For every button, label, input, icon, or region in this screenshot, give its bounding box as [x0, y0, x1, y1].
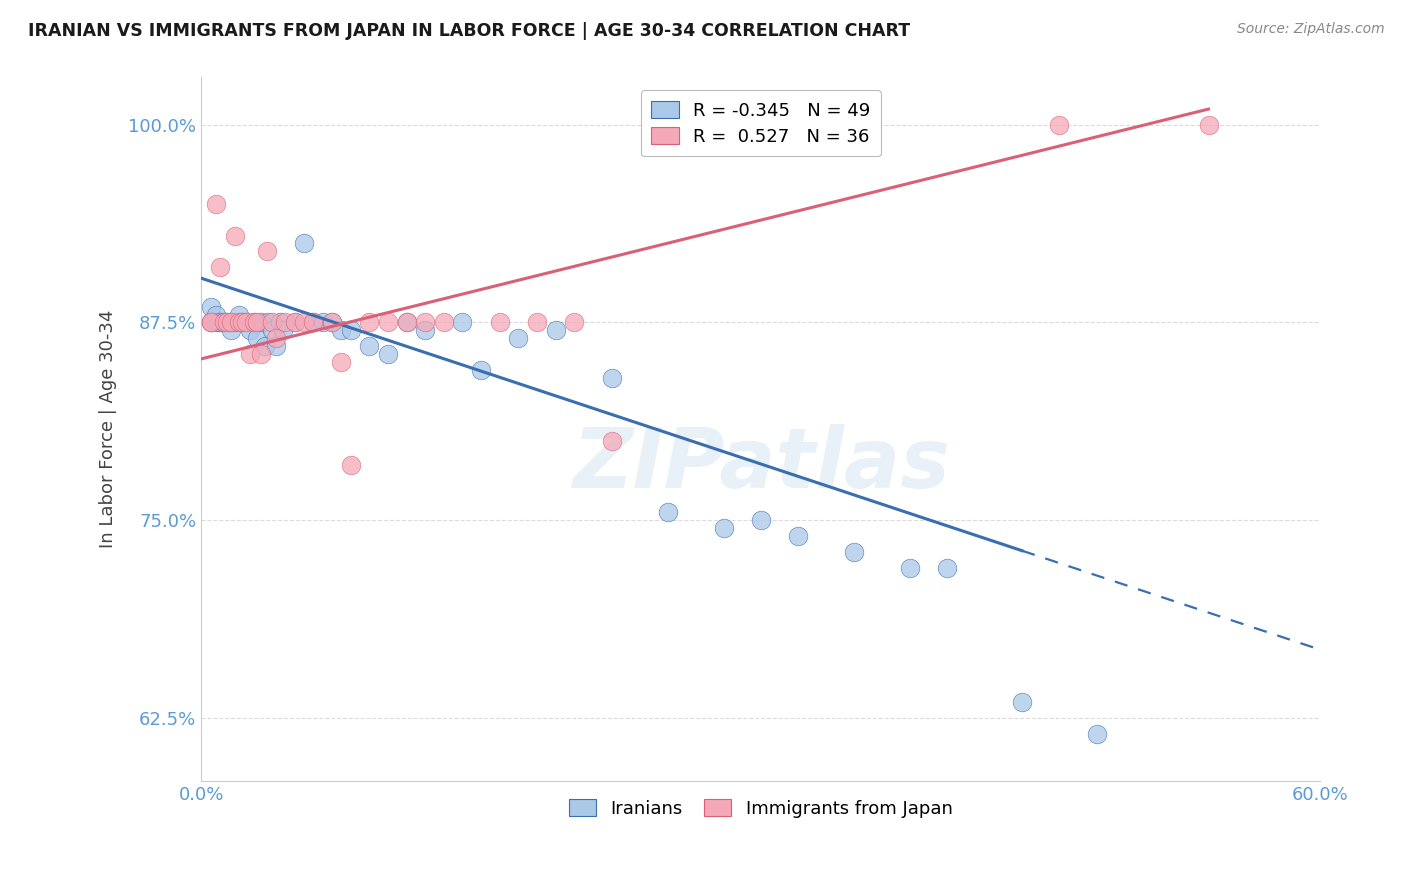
Point: [302, 316, 325, 330]
Point: [205, 308, 228, 322]
Point: [311, 316, 333, 330]
Point: [600, 434, 623, 448]
Point: [217, 316, 239, 330]
Point: [433, 316, 456, 330]
Point: [200, 316, 222, 330]
Point: [262, 323, 284, 337]
Point: [787, 529, 810, 543]
Point: [208, 316, 231, 330]
Point: [377, 316, 399, 330]
Point: [330, 355, 353, 369]
Point: [205, 197, 228, 211]
Point: [600, 371, 623, 385]
Point: [292, 236, 315, 251]
Text: IRANIAN VS IMMIGRANTS FROM JAPAN IN LABOR FORCE | AGE 30-34 CORRELATION CHART: IRANIAN VS IMMIGRANTS FROM JAPAN IN LABO…: [28, 22, 910, 40]
Point: [413, 323, 436, 337]
Point: [228, 308, 250, 322]
Point: [526, 316, 548, 330]
Point: [253, 339, 276, 353]
Legend: Iranians, Immigrants from Japan: Iranians, Immigrants from Japan: [562, 791, 960, 825]
Point: [321, 316, 343, 330]
Point: [544, 323, 567, 337]
Point: [273, 323, 295, 337]
Point: [657, 505, 679, 519]
Point: [264, 339, 287, 353]
Point: [242, 316, 264, 330]
Point: [256, 244, 278, 259]
Point: [239, 323, 262, 337]
Point: [302, 316, 325, 330]
Point: [219, 323, 242, 337]
Point: [257, 316, 280, 330]
Point: [224, 228, 246, 243]
Point: [246, 331, 269, 345]
Point: [250, 316, 273, 330]
Point: [359, 316, 381, 330]
Text: ZIPatlas: ZIPatlas: [572, 424, 950, 505]
Point: [321, 316, 343, 330]
Point: [413, 316, 436, 330]
Point: [1011, 695, 1033, 709]
Point: [284, 316, 307, 330]
Point: [1198, 118, 1220, 132]
Point: [470, 363, 492, 377]
Point: [235, 316, 257, 330]
Point: [231, 316, 253, 330]
Point: [1047, 118, 1070, 132]
Point: [284, 316, 307, 330]
Point: [217, 316, 239, 330]
Point: [208, 316, 231, 330]
Point: [508, 331, 530, 345]
Point: [936, 560, 959, 574]
Point: [200, 300, 222, 314]
Point: [219, 316, 242, 330]
Point: [200, 316, 222, 330]
Point: [339, 458, 361, 472]
Point: [451, 316, 474, 330]
Point: [242, 316, 264, 330]
Point: [488, 316, 510, 330]
Point: [212, 316, 235, 330]
Point: [231, 316, 253, 330]
Point: [359, 339, 381, 353]
Point: [239, 347, 262, 361]
Point: [219, 316, 242, 330]
Point: [564, 316, 586, 330]
Point: [898, 560, 921, 574]
Point: [274, 316, 297, 330]
Point: [377, 347, 399, 361]
Point: [395, 316, 418, 330]
Point: [208, 260, 231, 275]
Point: [330, 323, 353, 337]
Point: [224, 316, 246, 330]
Y-axis label: In Labor Force | Age 30-34: In Labor Force | Age 30-34: [100, 310, 117, 549]
Point: [235, 316, 257, 330]
Point: [200, 316, 222, 330]
Point: [262, 316, 284, 330]
Point: [1085, 726, 1108, 740]
Point: [250, 347, 273, 361]
Point: [395, 316, 418, 330]
Point: [269, 316, 291, 330]
Point: [264, 331, 287, 345]
Point: [713, 521, 735, 535]
Point: [292, 316, 315, 330]
Point: [844, 545, 866, 559]
Point: [749, 513, 772, 527]
Point: [205, 316, 228, 330]
Point: [246, 316, 269, 330]
Point: [228, 316, 250, 330]
Point: [339, 323, 361, 337]
Text: Source: ZipAtlas.com: Source: ZipAtlas.com: [1237, 22, 1385, 37]
Point: [212, 316, 235, 330]
